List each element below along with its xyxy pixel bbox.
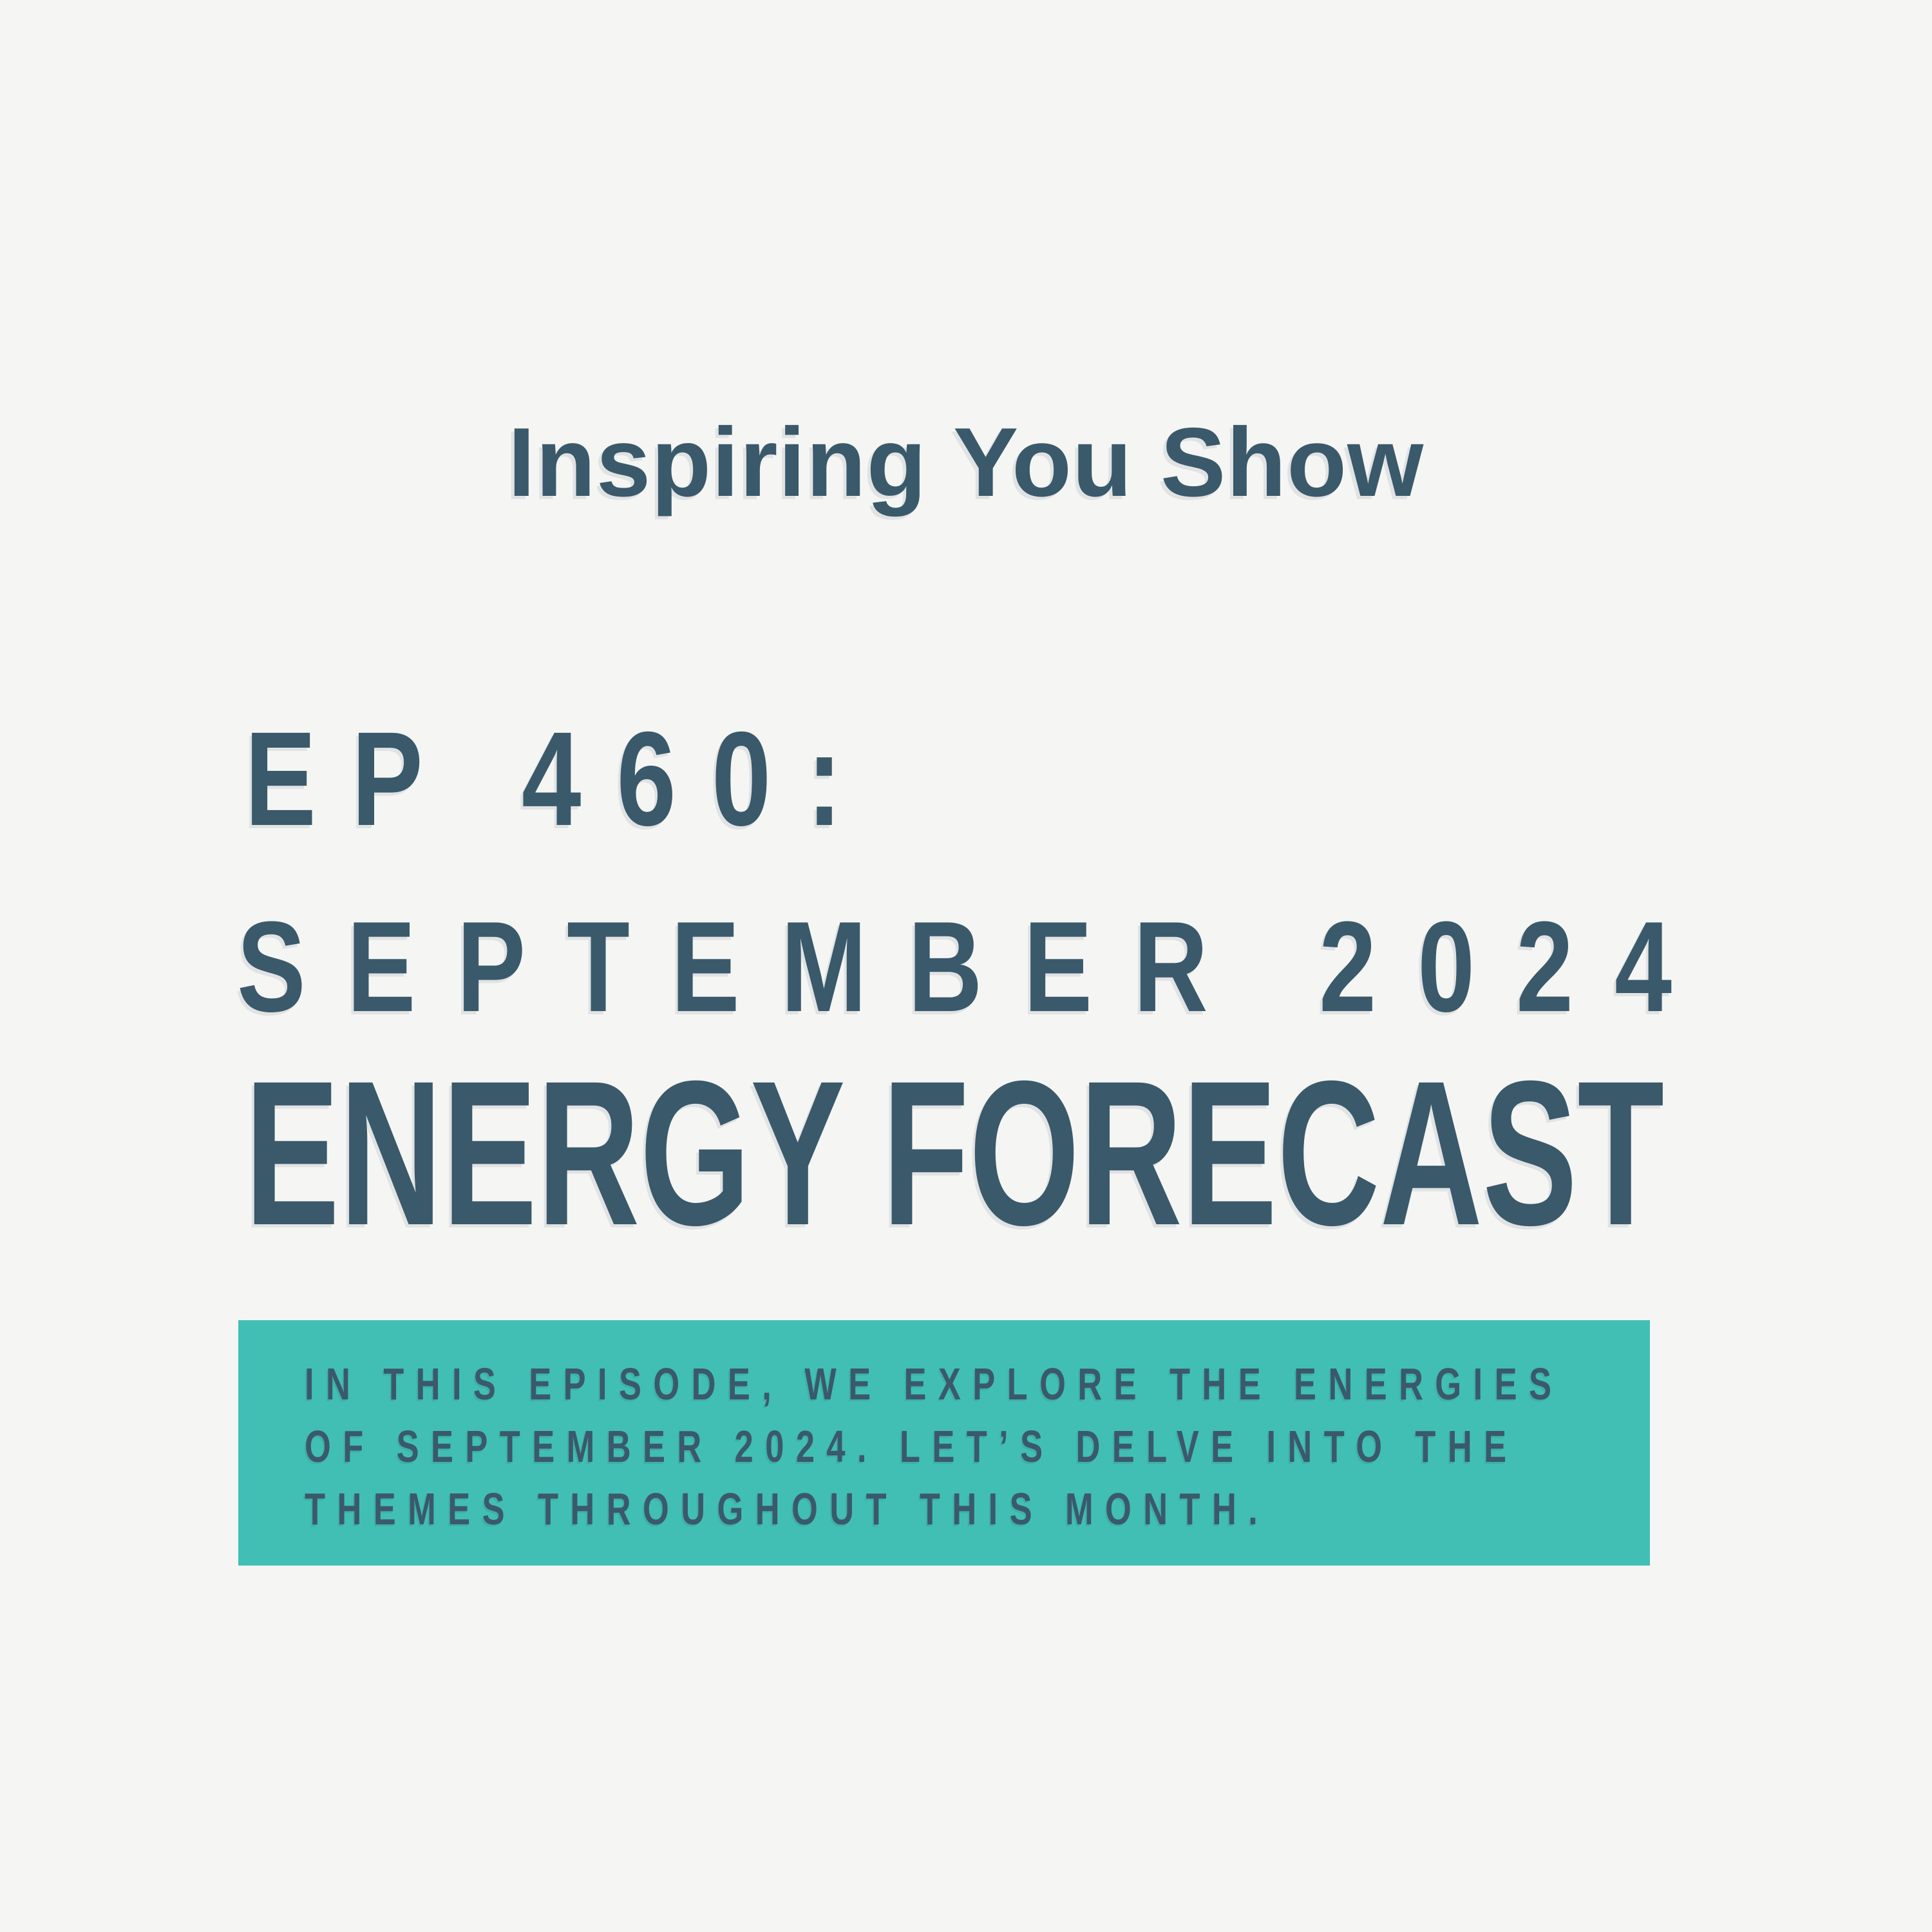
description-line-1: IN THIS EPISODE, WE EXPLORE THE ENERGIES [305, 1359, 1564, 1409]
episode-number: EP 460: [245, 705, 878, 854]
description-line-3: THEMES THROUGHOUT THIS MONTH. [305, 1484, 1270, 1534]
episode-date: SEPTEMBER 2024 [237, 895, 1714, 1039]
show-title: Inspiring You Show [507, 408, 1425, 517]
episode-title: ENERGY FORECAST [245, 1037, 1665, 1268]
description-line-2: OF SEPTEMBER 2024. LET’S DELVE INTO THE [305, 1421, 1519, 1472]
description-text: IN THIS EPISODE, WE EXPLORE THE ENERGIES… [305, 1353, 1563, 1540]
description-box: IN THIS EPISODE, WE EXPLORE THE ENERGIES… [238, 1320, 1650, 1566]
